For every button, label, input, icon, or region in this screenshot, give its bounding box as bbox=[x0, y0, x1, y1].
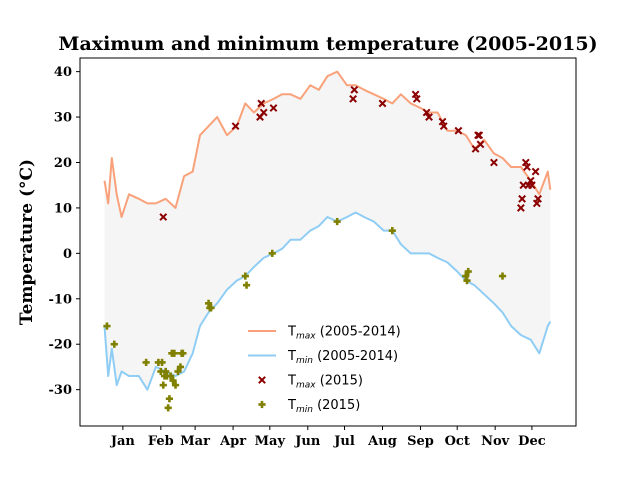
tmin-2015-point bbox=[174, 367, 182, 376]
legend-entry: Tmin (2005-2014) bbox=[248, 349, 398, 366]
tmax-2015-point bbox=[439, 122, 448, 131]
tmin-2015-point bbox=[170, 349, 178, 357]
x-tick-label: Nov bbox=[481, 434, 510, 449]
y-tick-label: 30 bbox=[54, 111, 72, 126]
x-tick-label: Oct bbox=[445, 434, 470, 449]
tmin-2015-point bbox=[241, 272, 249, 280]
x-tick-label: Mar bbox=[180, 434, 210, 449]
tmin-2015-point bbox=[171, 381, 180, 389]
x-tick-label: Feb bbox=[148, 434, 174, 449]
tmax-2015-point bbox=[412, 94, 421, 103]
x-tick-label: May bbox=[255, 434, 286, 449]
tmax-2015-point bbox=[516, 204, 525, 212]
tmin-2015-point bbox=[159, 381, 167, 389]
x-tick-label: Apr bbox=[219, 434, 246, 449]
tmax-2015-point bbox=[531, 167, 540, 176]
tmax-2015-point bbox=[523, 163, 531, 171]
tmin-2015-point bbox=[207, 304, 215, 312]
x-tick-label: Jul bbox=[333, 434, 355, 449]
tmin-2015-point bbox=[165, 395, 174, 403]
tmax-2015-point bbox=[425, 113, 433, 121]
y-tick-label: -10 bbox=[49, 292, 73, 307]
tmin-2015-point bbox=[268, 249, 276, 257]
legend-entry: Tmin (2015) bbox=[258, 398, 360, 415]
tmax-2015-point bbox=[350, 85, 359, 94]
tmax-2015-point bbox=[269, 104, 278, 112]
legend: Tmax (2005-2014) Tmin (2005-2014) Tmax (20… bbox=[248, 325, 401, 415]
legend-x-marker bbox=[258, 376, 266, 384]
tmin-2015-point bbox=[164, 404, 172, 412]
y-tick-label: 20 bbox=[54, 156, 72, 171]
tmin-2015-point bbox=[103, 322, 111, 330]
tmin-2015-point bbox=[333, 217, 341, 226]
tmax-2015-point bbox=[490, 158, 498, 167]
tmin-2015-point bbox=[176, 363, 185, 371]
legend-label: Tmax (2015) bbox=[287, 374, 363, 391]
tmin-2015-point bbox=[142, 358, 150, 366]
legend-plus-marker bbox=[258, 400, 266, 409]
tmax-2015-point bbox=[528, 181, 536, 190]
x-tick-label: Sep bbox=[407, 434, 434, 449]
tmax-2015-point bbox=[231, 122, 240, 131]
tmin-2015-point bbox=[498, 272, 507, 280]
tmax-2015-point bbox=[159, 213, 168, 221]
x-tick-label: Aug bbox=[367, 434, 397, 449]
tmin-2015-point bbox=[463, 277, 471, 285]
tmax-2015-point bbox=[475, 131, 484, 140]
legend-entry: Tmax (2005-2014) bbox=[248, 325, 401, 342]
tmin-2005-2014-line bbox=[103, 211, 552, 391]
x-tick-label: Dec bbox=[518, 434, 546, 449]
scatter-markers bbox=[103, 85, 542, 412]
x-tick-label: Jun bbox=[294, 434, 321, 449]
tmax-2015-point bbox=[378, 99, 387, 108]
y-tick-label: 0 bbox=[63, 247, 72, 262]
y-axis-label: Temperature (°C) bbox=[17, 159, 37, 325]
legend-label: Tmax (2005-2014) bbox=[287, 325, 401, 342]
legend-entry: Tmax (2015) bbox=[258, 374, 363, 391]
y-tick-label: 40 bbox=[54, 65, 72, 80]
tmin-2015-point bbox=[464, 267, 472, 276]
x-axis: Jan Feb Mar Apr May Jun Jul Aug Sep Oct Nov Dec bbox=[110, 426, 546, 449]
tmin-2015-point bbox=[388, 227, 396, 235]
fill-between-band bbox=[104, 71, 551, 390]
tmax-2015-point bbox=[534, 194, 542, 203]
y-axis: -30 -20 -10 0 10 20 30 40 bbox=[49, 65, 80, 398]
chart-title: Maximum and minimum temperature (2005-20… bbox=[58, 33, 597, 55]
tmax-2015-point bbox=[422, 108, 431, 117]
tmin-2015-point bbox=[110, 340, 118, 348]
tmax-2015-point bbox=[476, 140, 485, 149]
tmax-2015-point bbox=[454, 126, 463, 135]
x-tick-label: Jan bbox=[110, 434, 136, 449]
tmin-2015-point bbox=[169, 376, 177, 385]
y-tick-label: -20 bbox=[49, 338, 73, 353]
y-tick-label: -30 bbox=[49, 383, 73, 398]
tmax-2015-point bbox=[349, 94, 358, 103]
legend-label: Tmin (2005-2014) bbox=[287, 349, 398, 366]
tmin-2015-point bbox=[179, 349, 187, 357]
tmin-2015-point bbox=[242, 281, 251, 289]
fill-between-area bbox=[104, 71, 551, 390]
tmin-2015-point bbox=[158, 358, 166, 366]
axes-frame bbox=[79, 57, 577, 427]
y-tick-label: 10 bbox=[54, 201, 72, 216]
legend-label: Tmin (2015) bbox=[287, 398, 360, 415]
tmin-2015-point bbox=[167, 372, 175, 380]
tmax-2015-point bbox=[518, 194, 527, 203]
tmax-2015-point bbox=[257, 99, 266, 108]
tmax-2015-point bbox=[259, 108, 268, 117]
